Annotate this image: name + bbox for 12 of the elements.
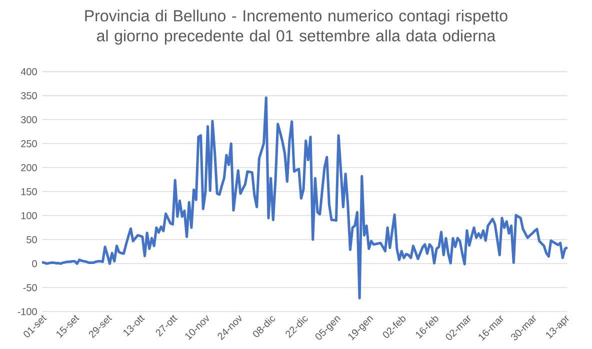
- y-tick-label: -50: [23, 284, 37, 292]
- y-tick-label: 0: [32, 260, 37, 268]
- y-tick-label: 350: [20, 92, 37, 100]
- y-tick-label: 300: [20, 116, 37, 124]
- y-tick-label: 150: [21, 188, 37, 196]
- y-tick-label: 100: [21, 212, 37, 220]
- chart-title: Provincia di Belluno - Incremento numerico contagi rispetto al giorno precedente dal 01 settembre alla data odierna: [85, 10, 508, 45]
- y-tick-label: 400: [20, 68, 37, 76]
- y-tick-label: 200: [21, 164, 37, 172]
- y-tick-label: 50: [26, 236, 37, 244]
- y-tick-label: 250: [21, 140, 37, 148]
- y-tick-label: -100: [18, 308, 37, 316]
